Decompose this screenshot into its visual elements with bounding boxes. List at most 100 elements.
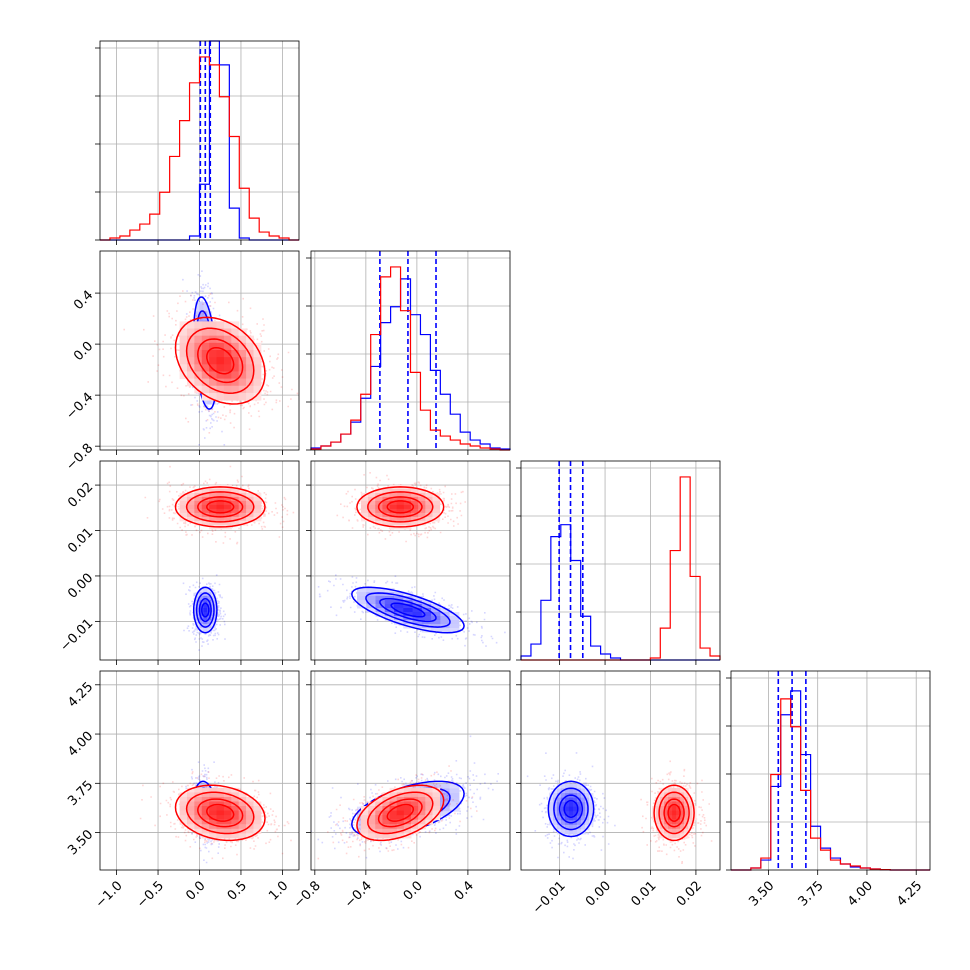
density-cell xyxy=(389,500,398,506)
density-cell xyxy=(572,802,578,808)
density-cell xyxy=(394,620,404,625)
density-cell xyxy=(199,588,204,593)
density-cell xyxy=(382,516,391,522)
density-cell xyxy=(411,801,419,807)
density-cell xyxy=(418,824,426,830)
density-cell xyxy=(238,819,247,825)
x-tick-label: −0.4 xyxy=(342,878,375,911)
density-cell xyxy=(231,378,240,387)
density-cell xyxy=(432,806,441,812)
density-cell xyxy=(660,819,665,825)
density-cell xyxy=(568,811,574,817)
density-cell xyxy=(231,504,240,510)
density-cell xyxy=(201,335,210,344)
density-cell xyxy=(231,488,240,494)
density-cell xyxy=(216,500,225,506)
density-cell xyxy=(396,787,405,793)
panel-content xyxy=(311,735,499,860)
density-cell xyxy=(584,797,590,803)
density-cell xyxy=(382,828,391,834)
density-cell xyxy=(223,504,232,510)
density-cell xyxy=(418,787,426,793)
density-cell xyxy=(216,364,225,372)
density-cell xyxy=(672,833,677,839)
density-cell xyxy=(209,504,218,510)
density-cell xyxy=(186,792,195,798)
contour-series-1 xyxy=(197,496,244,518)
density-cell xyxy=(357,588,367,593)
density-cell xyxy=(360,833,369,839)
density-cell xyxy=(246,392,254,401)
histogram-panel-0 xyxy=(95,40,300,241)
density-cell xyxy=(588,811,594,817)
density-cell xyxy=(668,833,673,839)
contour-series-1 xyxy=(185,791,255,835)
density-cell xyxy=(440,620,451,625)
density-cell xyxy=(209,349,218,358)
density-cell xyxy=(382,500,391,506)
density-cell xyxy=(207,620,212,625)
density-cell xyxy=(216,504,225,510)
density-cell xyxy=(368,500,376,506)
density-cell xyxy=(432,801,441,807)
density-cell xyxy=(440,806,451,812)
contour-series-1 xyxy=(386,803,415,822)
density-cell xyxy=(684,819,689,825)
density-cell xyxy=(688,815,693,821)
density-cell xyxy=(412,616,423,621)
contour-series-0 xyxy=(198,597,212,623)
density-cell xyxy=(564,797,570,803)
density-cell xyxy=(449,802,460,808)
density-cell xyxy=(421,608,432,613)
y-tick-label: 4.00 xyxy=(65,729,96,760)
density-cell xyxy=(231,787,240,793)
density-cell xyxy=(194,378,203,387)
contour-series-1 xyxy=(377,798,423,828)
density-cell xyxy=(672,810,677,816)
density-cell xyxy=(246,828,254,834)
density-cell xyxy=(382,492,391,498)
contour-series-1 xyxy=(185,491,255,523)
density-cell xyxy=(560,783,566,789)
histogram-series-0 xyxy=(731,690,930,871)
density-cell xyxy=(680,810,685,816)
density-cell xyxy=(580,797,586,803)
density-cell xyxy=(199,596,204,601)
density-cell xyxy=(389,819,398,825)
density-cell xyxy=(253,378,262,387)
density-cell xyxy=(201,801,210,807)
density-cell xyxy=(588,802,594,808)
density-cell xyxy=(584,820,590,826)
density-cell xyxy=(368,508,376,514)
density-cell xyxy=(201,815,210,821)
density-cell xyxy=(580,802,586,808)
density-cell xyxy=(246,819,254,825)
density-cell xyxy=(203,612,208,617)
density-cell xyxy=(194,819,203,825)
density-cell xyxy=(580,806,586,812)
density-cell xyxy=(684,801,689,807)
density-cell xyxy=(664,824,669,830)
density-cell xyxy=(668,801,673,807)
density-cell xyxy=(684,815,689,821)
density-cell xyxy=(186,349,195,358)
contour-series-0 xyxy=(192,586,218,634)
density-cell xyxy=(368,815,376,821)
density-cell xyxy=(201,500,210,506)
density-cell xyxy=(396,833,405,839)
density-cell xyxy=(357,600,367,605)
density-cell xyxy=(253,392,262,401)
density-cell xyxy=(688,796,693,802)
contour-series-1 xyxy=(658,791,690,835)
density-cell xyxy=(209,378,218,387)
density-cell xyxy=(672,819,677,825)
density-cell xyxy=(194,828,203,834)
density-cell xyxy=(186,508,195,514)
density-cell xyxy=(568,806,574,812)
density-cell xyxy=(253,512,262,518)
density-cell xyxy=(199,604,204,609)
density-cell xyxy=(375,588,386,593)
density-cell xyxy=(431,620,441,625)
density-cell xyxy=(403,520,412,526)
